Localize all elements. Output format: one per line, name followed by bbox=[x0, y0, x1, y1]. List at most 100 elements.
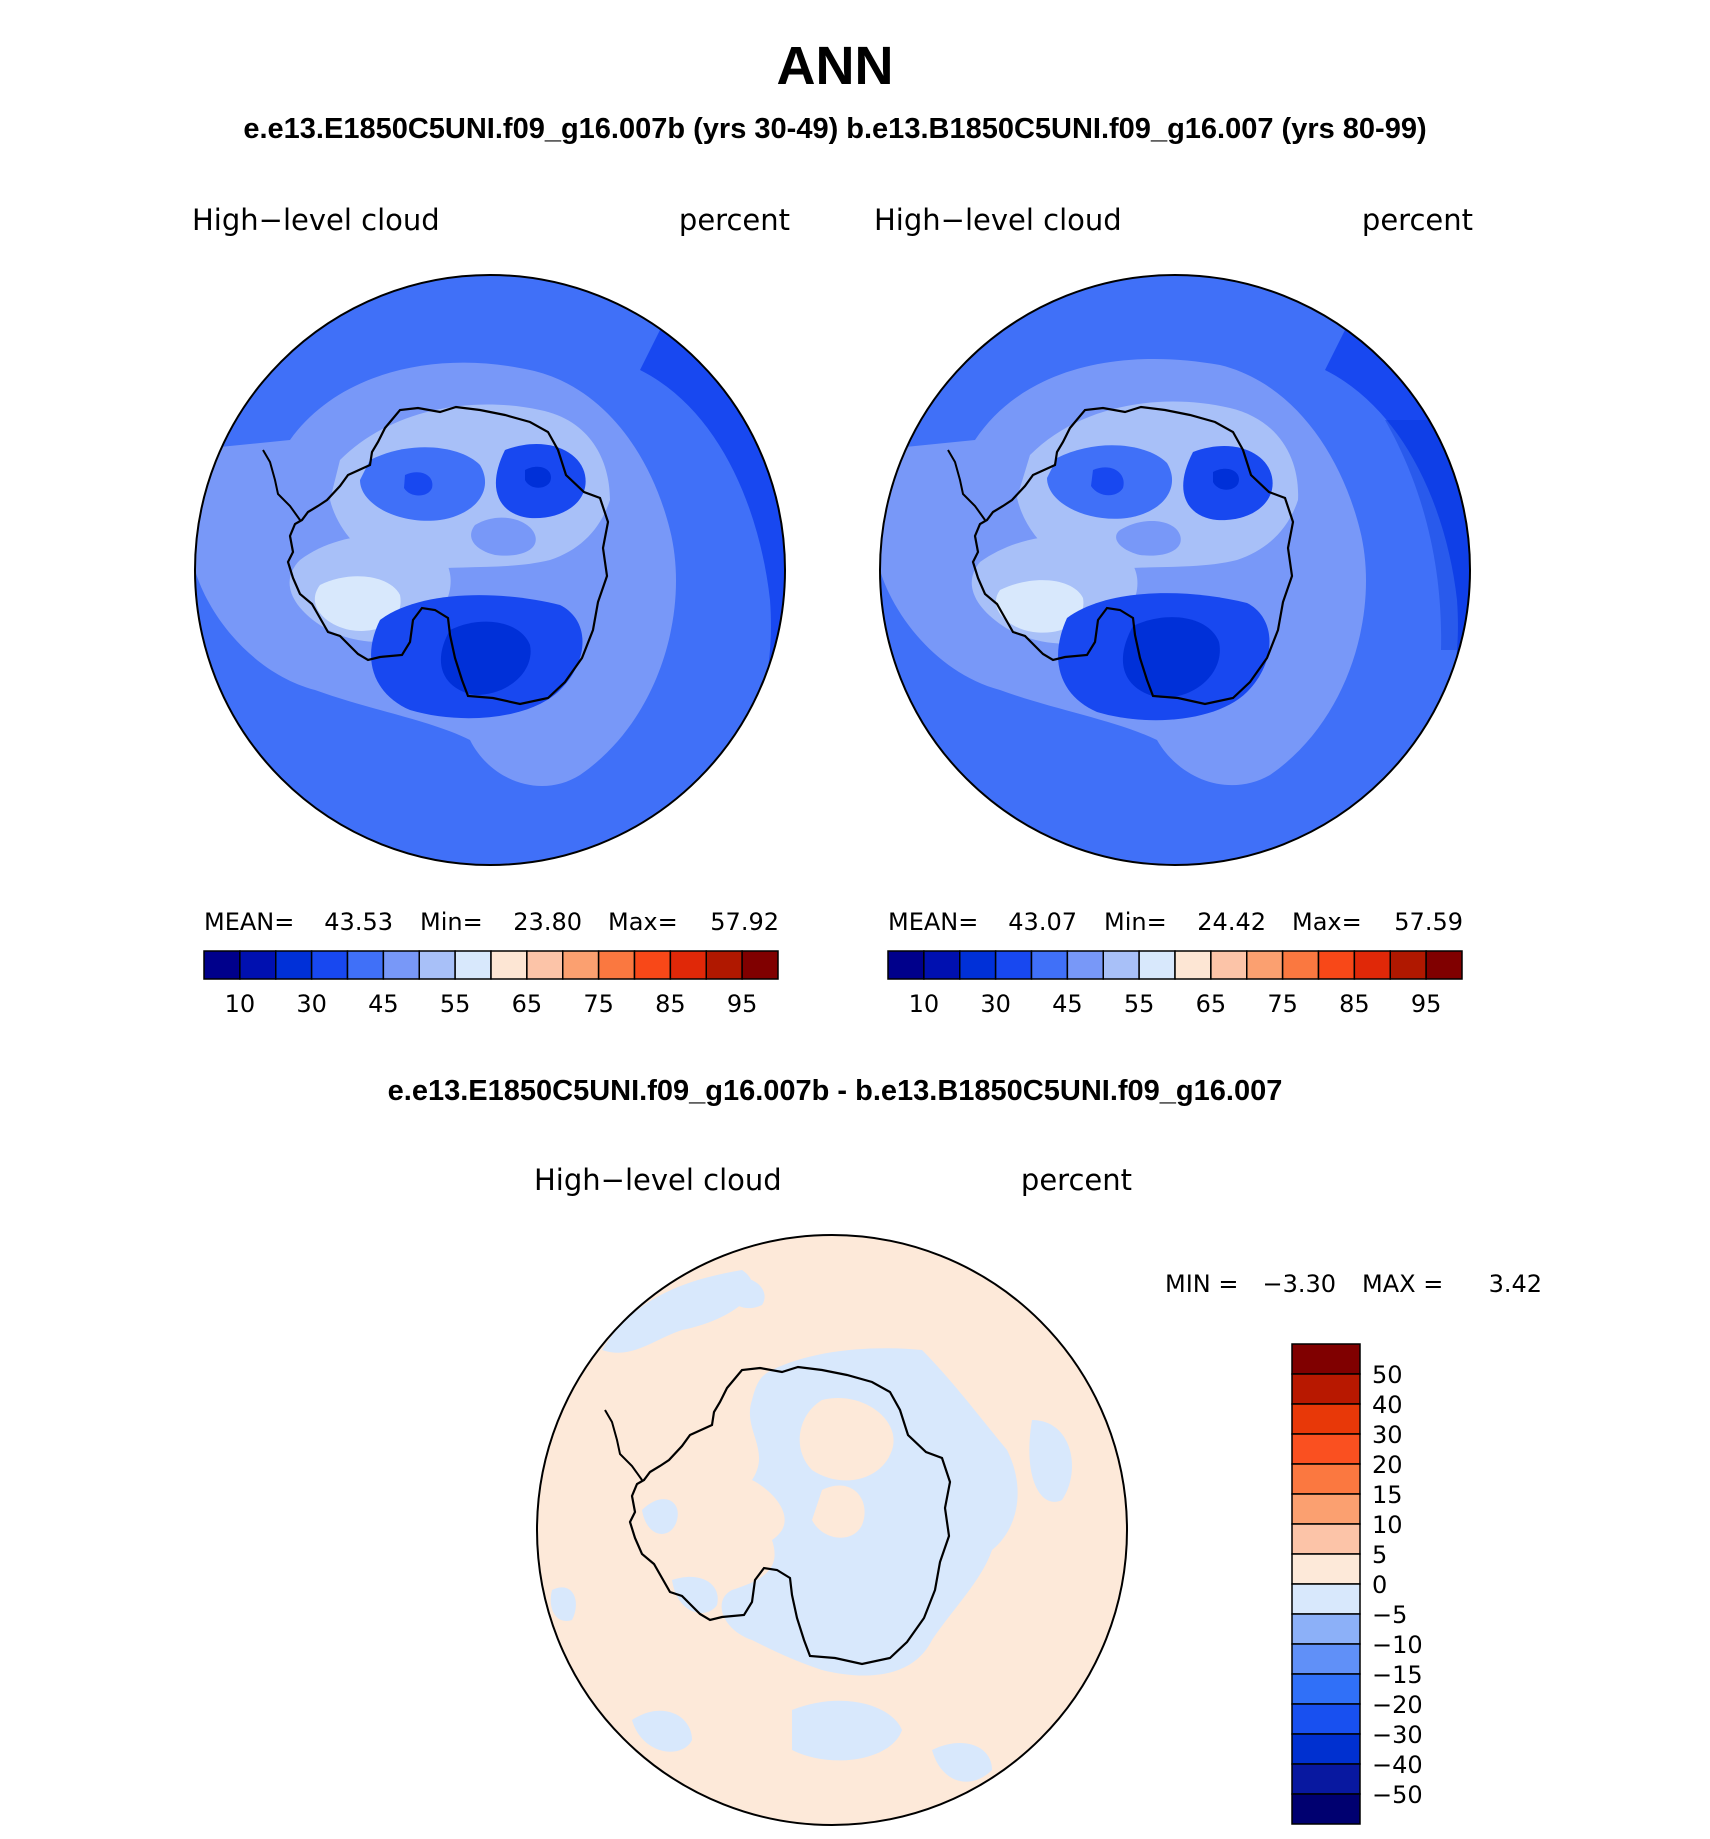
panel-1-units-label: percent bbox=[679, 203, 790, 237]
colorbar-tick-label: 75 bbox=[583, 990, 614, 1018]
colorbar-box bbox=[1353, 950, 1391, 980]
colorbar-tick-label: 65 bbox=[1196, 990, 1227, 1018]
panel-1-min-value: 23.80 bbox=[513, 908, 582, 936]
colorbar-box bbox=[1291, 1673, 1361, 1705]
colorbar-box bbox=[346, 950, 385, 980]
colorbar-box bbox=[1291, 1553, 1361, 1585]
colorbar-box bbox=[959, 950, 997, 980]
colorbar-tick-label: 20 bbox=[1372, 1451, 1403, 1479]
panel-2-min-label: Min= bbox=[1104, 908, 1167, 936]
colorbar-box bbox=[1291, 1463, 1361, 1495]
panel-2-max-value: 57.59 bbox=[1394, 908, 1463, 936]
colorbar-tick-label: 10 bbox=[1372, 1511, 1403, 1539]
colorbar-box bbox=[1291, 1523, 1361, 1555]
panel-difference: High−level cloud percent bbox=[534, 1163, 1542, 1826]
panel-1-stats: MEAN= 43.53 Min= 23.80 Max= 57.92 bbox=[204, 908, 779, 936]
diff-max-label: MAX = bbox=[1362, 1270, 1443, 1298]
colorbar-box bbox=[705, 950, 743, 980]
colorbar-box bbox=[418, 950, 456, 980]
diff-max-value: 3.42 bbox=[1489, 1270, 1542, 1298]
diff-polar-map bbox=[536, 1234, 1128, 1826]
colorbar-tick-label: −30 bbox=[1372, 1721, 1423, 1749]
colorbar-tick-label: 45 bbox=[368, 990, 399, 1018]
main-title: ANN bbox=[777, 36, 894, 96]
colorbar-box bbox=[1246, 950, 1284, 980]
panel-1-polar-map bbox=[194, 274, 786, 866]
diff-stats: MIN = −3.30 MAX = 3.42 bbox=[1165, 1270, 1542, 1298]
colorbar-box bbox=[1066, 950, 1104, 980]
panel-1-mean-label: MEAN= bbox=[204, 908, 294, 936]
panel-2-colorbar bbox=[887, 950, 1463, 980]
colorbar-tick-label: −20 bbox=[1372, 1691, 1423, 1719]
panel-2-polar-map bbox=[879, 274, 1471, 866]
panel-1-variable-label: High−level cloud bbox=[192, 203, 440, 237]
panel-1-max-label: Max= bbox=[608, 908, 678, 936]
colorbar-box bbox=[203, 950, 241, 980]
colorbar-box bbox=[454, 950, 492, 980]
panel-2-mean-value: 43.07 bbox=[1008, 908, 1077, 936]
colorbar-box bbox=[1291, 1343, 1361, 1375]
difference-title: e.e13.E1850C5UNI.f09_g16.007b - b.e13.B1… bbox=[388, 1075, 1283, 1107]
panel-2-variable-label: High−level cloud bbox=[874, 203, 1122, 237]
colorbar-tick-label: 50 bbox=[1372, 1361, 1403, 1389]
colorbar-box bbox=[994, 950, 1033, 980]
colorbar-tick-label: 40 bbox=[1372, 1391, 1403, 1419]
colorbar-box bbox=[1291, 1793, 1361, 1825]
panel-1-min-label: Min= bbox=[420, 908, 483, 936]
colorbar-tick-label: −50 bbox=[1372, 1781, 1423, 1809]
diff-units-label: percent bbox=[1021, 1163, 1132, 1197]
colorbar-tick-label: 85 bbox=[655, 990, 686, 1018]
panel-1-max-value: 57.92 bbox=[710, 908, 779, 936]
colorbar-box bbox=[1291, 1433, 1361, 1465]
colorbar-box bbox=[1138, 950, 1176, 980]
panel-2-stats: MEAN= 43.07 Min= 24.42 Max= 57.59 bbox=[888, 908, 1463, 936]
colorbar-tick-label: 0 bbox=[1372, 1571, 1387, 1599]
colorbar-tick-label: −40 bbox=[1372, 1751, 1423, 1779]
colorbar-tick-label: 10 bbox=[225, 990, 256, 1018]
colorbar-tick-label: 85 bbox=[1339, 990, 1370, 1018]
colorbar-box bbox=[1291, 1493, 1361, 1525]
panel-2-mean-label: MEAN= bbox=[888, 908, 978, 936]
panel-1-colorbar-ticks: 10 30 45 55 65 75 85 95 bbox=[225, 990, 758, 1018]
colorbar-box bbox=[923, 950, 961, 980]
colorbar-box bbox=[887, 950, 925, 980]
colorbar-tick-label: −5 bbox=[1372, 1601, 1407, 1629]
diff-colorbar bbox=[1291, 1343, 1361, 1825]
colorbar-box bbox=[1174, 950, 1212, 980]
colorbar-tick-label: −10 bbox=[1372, 1631, 1423, 1659]
colorbar-box bbox=[1425, 950, 1463, 980]
colorbar-tick-label: 75 bbox=[1267, 990, 1298, 1018]
colorbar-box bbox=[562, 950, 600, 980]
colorbar-tick-label: 5 bbox=[1372, 1541, 1387, 1569]
colorbar-tick-label: 95 bbox=[727, 990, 758, 1018]
panel-1-mean-value: 43.53 bbox=[324, 908, 393, 936]
panel-model-1: High−level cloud percent bbox=[192, 203, 790, 1018]
colorbar-tick-label: 30 bbox=[1372, 1421, 1403, 1449]
colorbar-tick-label: 95 bbox=[1411, 990, 1442, 1018]
colorbar-box bbox=[633, 950, 672, 980]
colorbar-box bbox=[1281, 950, 1320, 980]
colorbar-box bbox=[1210, 950, 1248, 980]
colorbar-box bbox=[275, 950, 313, 980]
colorbar-box bbox=[1030, 950, 1069, 980]
colorbar-tick-label: 45 bbox=[1052, 990, 1083, 1018]
colorbar-tick-label: 30 bbox=[296, 990, 327, 1018]
colorbar-box bbox=[1291, 1373, 1361, 1405]
colorbar-box bbox=[669, 950, 707, 980]
colorbar-box bbox=[310, 950, 349, 980]
colorbar-box bbox=[1317, 950, 1356, 980]
diff-min-value: −3.30 bbox=[1262, 1270, 1336, 1298]
colorbar-tick-label: 15 bbox=[1372, 1481, 1403, 1509]
colorbar-tick-label: 55 bbox=[440, 990, 471, 1018]
panel-2-colorbar-ticks: 10 30 45 55 65 75 85 95 bbox=[909, 990, 1442, 1018]
colorbar-box bbox=[1291, 1763, 1361, 1795]
colorbar-box bbox=[1291, 1733, 1361, 1765]
colorbar-tick-label: 30 bbox=[980, 990, 1011, 1018]
colorbar-box bbox=[1291, 1643, 1361, 1675]
panel-model-2: High−level cloud percent bbox=[874, 203, 1473, 1018]
colorbar-box bbox=[239, 950, 277, 980]
colorbar-box bbox=[1291, 1613, 1361, 1645]
panel-2-units-label: percent bbox=[1362, 203, 1473, 237]
